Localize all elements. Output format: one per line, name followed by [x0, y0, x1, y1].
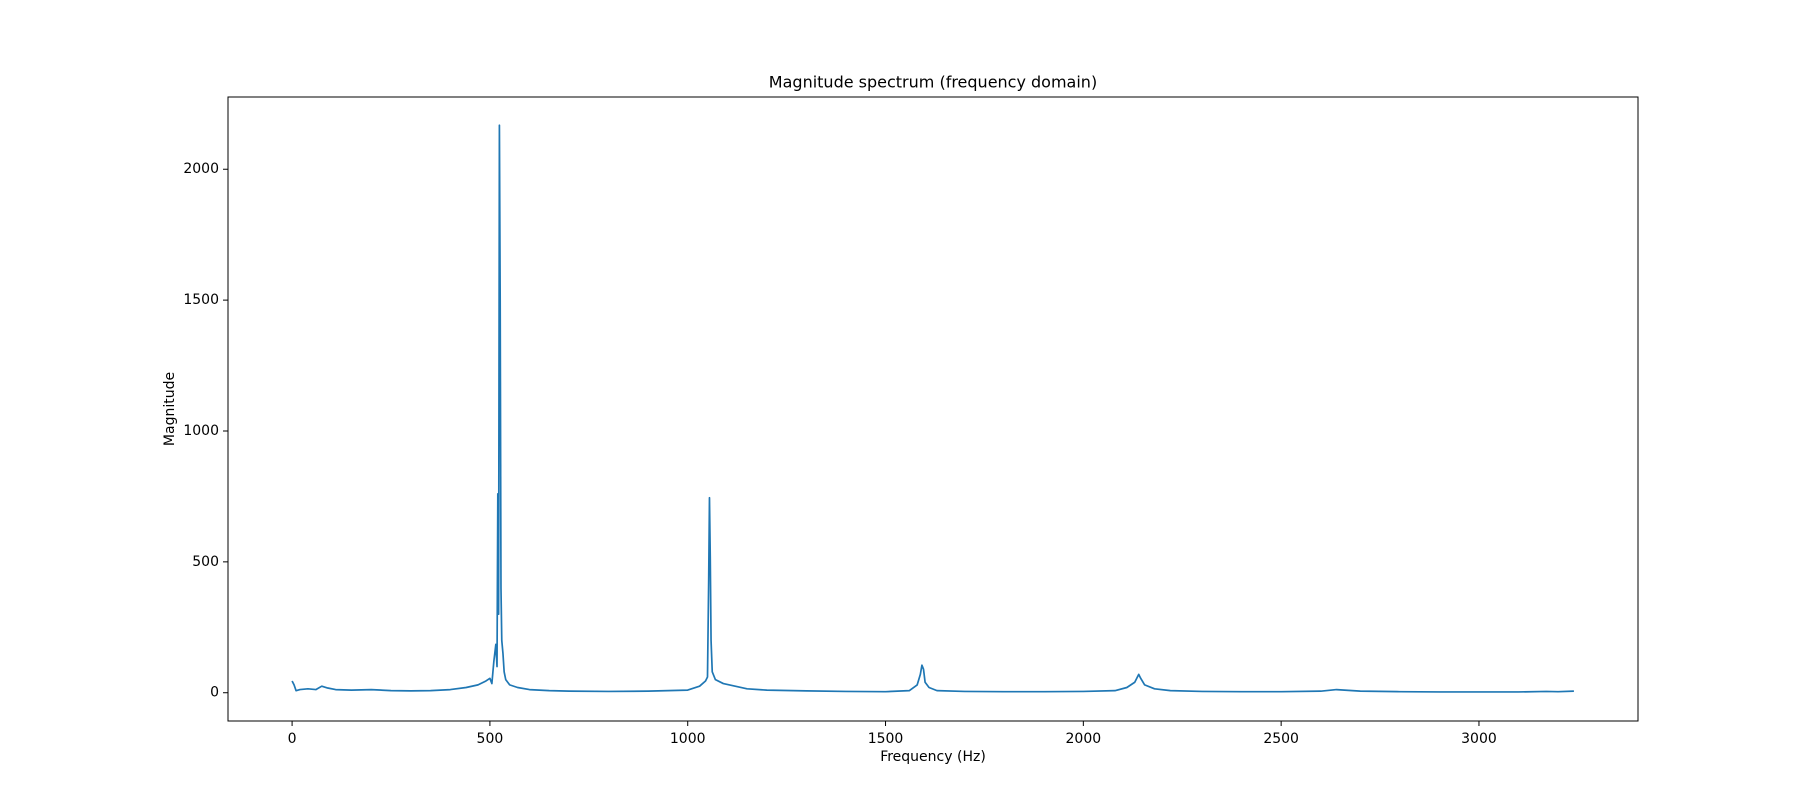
x-tick-label: 3000	[1461, 731, 1497, 747]
x-tick-label: 2500	[1263, 731, 1299, 747]
y-tick-label: 500	[192, 554, 219, 570]
x-tick-label: 1000	[670, 731, 706, 747]
y-tick-label: 2000	[183, 161, 219, 177]
spectrum-line	[291, 124, 1574, 693]
y-tick-label: 1000	[183, 423, 219, 439]
x-tick-label: 0	[288, 731, 297, 747]
plot-frame	[227, 96, 1639, 722]
x-tick-label: 1500	[868, 731, 904, 747]
y-tick-label: 0	[210, 685, 219, 701]
chart-title: Magnitude spectrum (frequency domain)	[769, 73, 1097, 92]
x-tick-label: 2000	[1066, 731, 1102, 747]
x-axis-label: Frequency (Hz)	[880, 749, 986, 765]
x-tick-label: 500	[477, 731, 504, 747]
y-tick-label: 1500	[183, 292, 219, 308]
y-axis-label: Magnitude	[162, 372, 178, 446]
